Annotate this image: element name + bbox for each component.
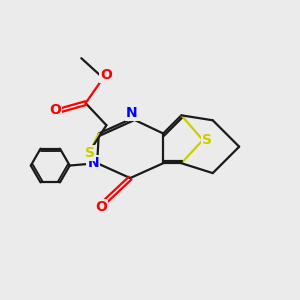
Text: N: N [126,106,138,120]
Text: O: O [100,68,112,82]
Text: S: S [85,146,95,160]
Text: O: O [50,103,61,117]
Text: N: N [87,156,99,170]
Text: O: O [95,200,107,214]
Text: S: S [202,133,212,147]
